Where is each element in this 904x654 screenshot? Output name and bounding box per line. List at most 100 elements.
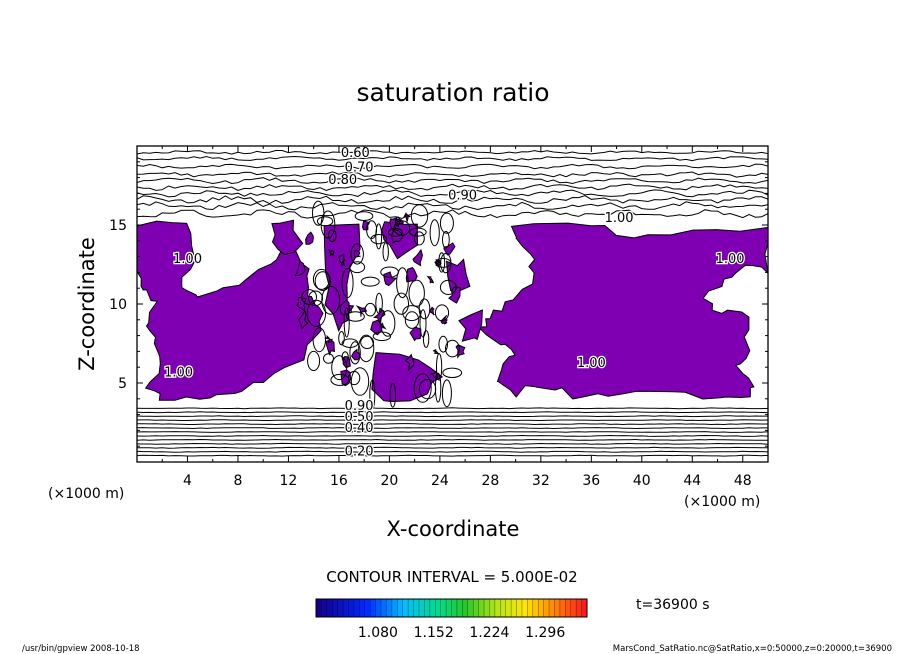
contour-label: 0.90: [448, 189, 477, 204]
contour-label: 1.00: [577, 356, 606, 371]
closed-contour: [338, 331, 345, 346]
shaded-speck: [430, 370, 438, 379]
contour-label: 0.80: [328, 173, 357, 188]
closed-contour: [413, 231, 425, 246]
closed-contour: [306, 299, 327, 327]
contour-labels: 0.600.700.80 0.90 1.00 1.00 1.00 1.00 1.00 0.90…: [163, 145, 746, 461]
colorbar-bin: [381, 599, 387, 617]
closed-contour: [445, 339, 460, 358]
x-tick-label: 44: [683, 473, 701, 489]
colorbar-bin: [424, 599, 431, 617]
colorbar-bin: [337, 599, 344, 617]
shaded-speck: [355, 305, 368, 317]
colorbar-bin: [326, 599, 333, 617]
colorbar-bin: [375, 599, 382, 617]
contour-label: 1.00: [173, 252, 202, 267]
colorbar-bin: [478, 599, 485, 617]
colorbar-bin: [397, 599, 404, 617]
colorbar-bin: [516, 599, 523, 617]
contour-label: 1.00: [716, 252, 745, 267]
upper-contour-line: [137, 177, 768, 185]
x-tick-label: 4: [183, 473, 192, 489]
colorbar-bin: [429, 599, 436, 617]
lower-contour-line: [137, 419, 768, 422]
contour-label: 0.70: [345, 160, 374, 175]
lower-contour-line: [137, 446, 768, 449]
shaded-region-left: [137, 220, 324, 401]
closed-contour: [354, 211, 374, 222]
closed-contour: [439, 279, 457, 295]
colorbar-bin: [494, 599, 501, 617]
closed-contour: [438, 252, 446, 273]
colorbar-bin: [576, 599, 582, 617]
colorbar-bin: [321, 599, 328, 617]
closed-contour: [439, 212, 454, 234]
upper-contour-line: [137, 209, 768, 220]
closed-contour: [440, 253, 452, 274]
x-tick-label: 24: [431, 473, 449, 489]
closed-contour: [409, 227, 427, 237]
colorbar-bin: [408, 599, 414, 617]
closed-contour: [429, 219, 440, 247]
closed-contour: [341, 267, 354, 299]
closed-contour: [343, 307, 350, 338]
x-tick-label: 8: [233, 473, 242, 489]
upper-contour-line: [137, 171, 768, 178]
lower-contour-line: [137, 442, 768, 445]
colorbar-bin: [505, 599, 512, 617]
y-tick-label: 15: [109, 218, 127, 234]
colorbar-bin: [353, 599, 360, 617]
closed-contour: [312, 200, 325, 226]
closed-contour: [312, 268, 330, 290]
y-tick-label: 5: [118, 376, 127, 392]
lower-contour-line: [137, 407, 768, 410]
shaded-regions: [137, 212, 768, 403]
plot-area: 0.600.700.80 0.90 1.00 1.00 1.00 1.00 1.00 0.90…: [109, 145, 769, 489]
closed-contour: [396, 267, 409, 299]
shaded-speck: [337, 253, 345, 264]
colorbar-bin: [446, 599, 452, 617]
closed-contour: [360, 335, 375, 349]
upper-contour-line: [137, 195, 768, 205]
colorbar-bin: [527, 599, 534, 617]
shaded-speck: [297, 309, 309, 329]
shaded-speck: [426, 276, 435, 284]
shaded-speck: [455, 344, 466, 359]
colorbar-tick-labels: 1.080 1.152 1.224 1.296: [358, 625, 565, 641]
colorbar-bin: [484, 599, 490, 617]
closed-contour: [387, 227, 403, 237]
colorbar-bin: [456, 599, 463, 617]
y-axis-label: Z-coordinate: [75, 237, 99, 371]
colorbar-bin: [343, 599, 349, 617]
shaded-speck: [370, 319, 383, 336]
closed-contour: [370, 234, 387, 245]
colorbar-bin: [570, 599, 577, 617]
colorbar-bin: [440, 599, 447, 617]
lower-contour-line: [137, 454, 768, 457]
closed-contour: [442, 367, 463, 378]
x-units-label: (×1000 m): [684, 494, 760, 510]
shaded-speck: [448, 286, 461, 304]
lower-contour-line: [137, 411, 768, 414]
colorbar-bin: [489, 599, 496, 617]
colorbar-bin: [549, 599, 555, 617]
colorbar-tick-label: 1.080: [358, 625, 398, 641]
closed-contour: [408, 279, 425, 307]
y-units-label: (×1000 m): [48, 486, 124, 502]
colorbar-frame: [315, 598, 588, 618]
shaded-speck: [339, 299, 351, 316]
colorbar-bin: [473, 599, 479, 617]
upper-contour-line: [137, 189, 768, 198]
closed-contour: [360, 276, 380, 287]
closed-contour: [328, 229, 337, 243]
closed-contour: [366, 220, 378, 240]
colorbar-bin: [359, 599, 366, 617]
closed-contour: [320, 210, 336, 239]
shaded-region-small-a: [271, 219, 304, 256]
closed-contour: [312, 327, 326, 353]
closed-contour: [422, 330, 430, 348]
closed-contour: [358, 334, 375, 363]
colorbar-bin: [413, 599, 420, 617]
